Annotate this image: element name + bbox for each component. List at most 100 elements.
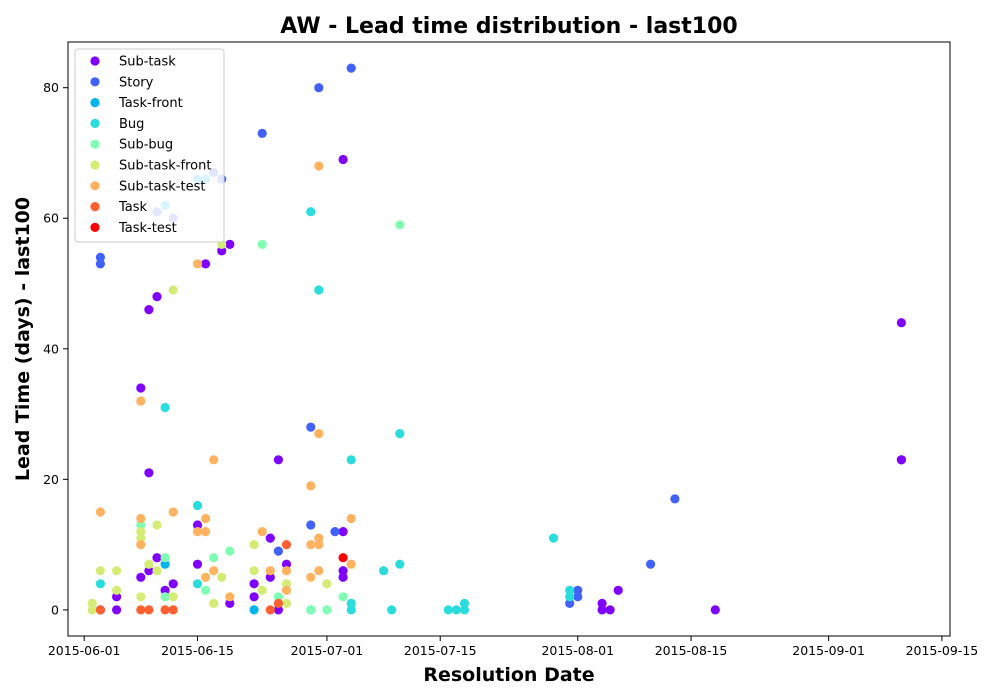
point-bug [95,579,105,589]
point-bug [314,285,324,295]
point-story [573,585,583,595]
point-story [95,252,105,262]
legend-marker [90,181,100,191]
point-story [306,520,316,530]
point-sub-task-test [281,585,292,595]
x-axis-ticks: 2015-06-01 2015-06-15 2015-07-01 2015-07-15… [48,636,978,658]
point-sub-task-front [152,566,162,576]
point-sub-task-front [136,527,146,537]
point-task [168,605,178,615]
legend-label: Task-test [118,221,177,236]
point-sub-task-test [314,566,324,576]
point-sub-bug [201,585,211,595]
point-sub-bug [257,239,267,249]
point-sub-task-test [209,455,219,465]
point-sub-task-front [322,579,332,589]
point-sub-task-front [136,592,146,602]
point-story [565,598,575,609]
point-sub-task [338,572,348,582]
chart-title: AW - Lead time distribution - last100 [280,14,737,39]
point-story [346,63,356,73]
legend-marker [90,202,100,212]
point-sub-task-test [314,533,324,543]
point-bug [443,605,453,615]
legend-marker [90,56,100,66]
point-sub-task-test [314,540,324,550]
point-sub-task [225,598,235,609]
point-sub-task-test [306,481,316,491]
point-sub-task-test [209,566,219,576]
point-sub-task-front [112,566,122,576]
point-bug [459,605,470,615]
point-sub-bug [209,553,219,563]
point-bug [548,533,559,543]
point-bug [565,592,575,602]
point-sub-task-front [281,598,292,609]
point-story [95,259,105,269]
point-sub-task-front [144,559,154,569]
point-sub-task [338,527,348,537]
point-sub-task-test [192,259,203,269]
point-bug [395,559,405,569]
point-story [330,527,340,537]
point-sub-task-test [306,540,316,550]
point-sub-task [896,455,907,465]
point-sub-task [144,566,154,576]
point-sub-task-front [257,585,267,595]
legend-marker [90,118,100,128]
point-story [670,494,680,504]
point-sub-task [144,468,154,478]
legend-label: Sub-bug [119,138,173,153]
point-bug [346,598,356,609]
legend-marker [90,160,100,170]
x-tick-label: 2015-06-15 [161,643,234,658]
point-sub-task-test [95,507,105,517]
legend-marker [90,222,100,232]
x-axis-label: Resolution Date [423,664,594,686]
point-sub-task-front [95,566,105,576]
legend-label: Story [119,75,154,90]
point-bug [306,207,316,217]
point-story [306,422,316,432]
x-tick-label: 2015-06-01 [48,643,121,658]
point-sub-bug [136,520,146,530]
points-layer [87,63,907,615]
point-sub-task [152,292,162,302]
point-sub-task-front [168,592,178,602]
point-task [136,605,146,615]
point-sub-task [201,259,211,269]
point-story [314,83,324,93]
y-tick-label: 20 [43,472,59,487]
y-axis-label: Lead Time (days) - last100 [12,197,34,481]
point-sub-task [144,305,154,315]
point-sub-task-front [168,285,178,295]
point-sub-task [896,318,907,328]
point-bug [346,455,356,465]
point-sub-task-front [87,598,97,609]
x-tick-label: 2015-09-01 [792,643,865,658]
point-sub-task-test [346,559,356,569]
point-task [160,605,170,615]
point-sub-task-front [112,585,122,595]
point-sub-task [160,585,170,595]
point-sub-task [597,605,607,615]
point-sub-task [273,455,283,465]
y-tick-label: 40 [43,341,59,356]
point-sub-task [152,553,162,563]
point-sub-task-test [136,540,146,550]
point-task [144,605,154,615]
point-sub-task [281,559,292,569]
point-story [646,559,656,569]
x-tick-label: 2015-08-15 [655,643,728,658]
point-sub-task-test [314,161,324,171]
point-sub-task-front [217,572,227,582]
point-sub-task-test [314,429,324,439]
point-sub-bug [273,592,283,602]
point-sub-task [136,383,146,393]
point-sub-task [192,520,203,530]
point-sub-task [338,566,348,576]
point-bug [565,585,575,595]
point-sub-task-test [257,527,267,537]
legend-marker [90,77,100,87]
